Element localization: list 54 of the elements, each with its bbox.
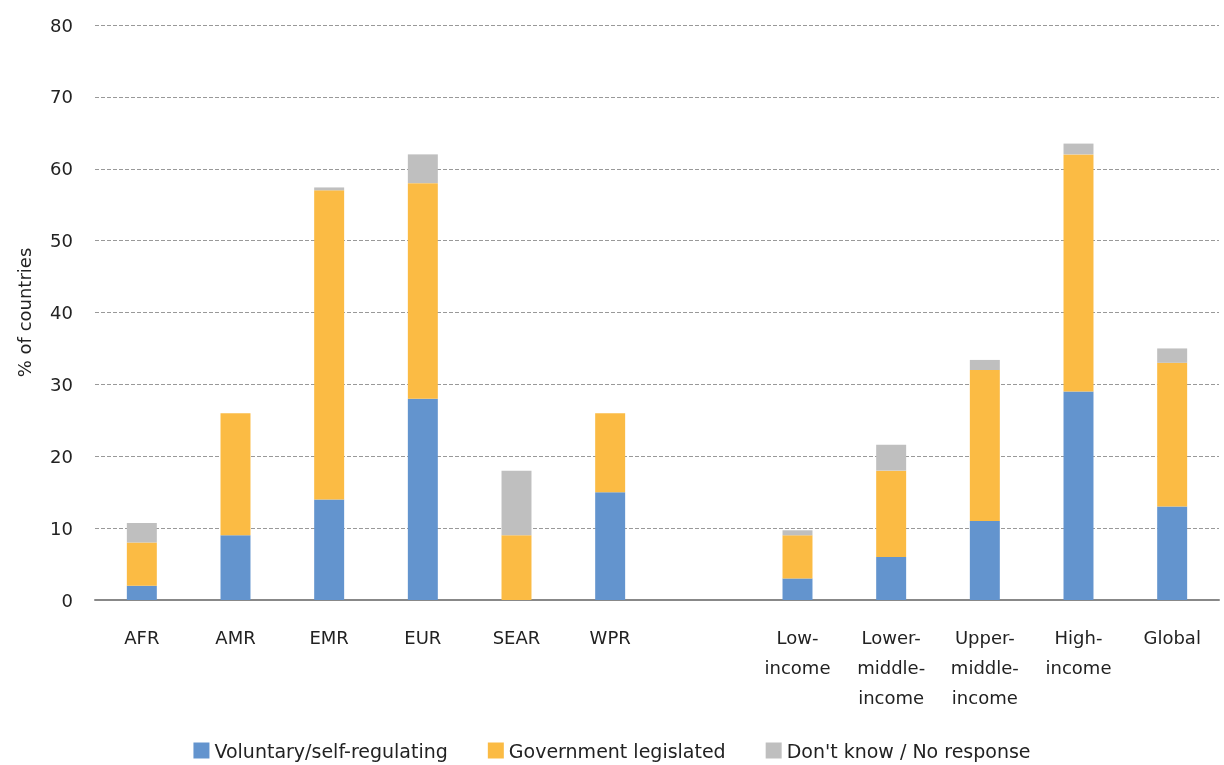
- x-tick-label: WPR: [589, 626, 631, 648]
- bar: [969, 520, 1000, 600]
- legend-label: Government legislated: [508, 739, 726, 762]
- y-tick-label: 20: [50, 445, 73, 467]
- x-tick-label: Low-income: [764, 626, 831, 678]
- bar: [1157, 506, 1188, 600]
- legend-label: Don't know / No response: [786, 739, 1031, 762]
- bar: [407, 183, 438, 399]
- bar: [1157, 362, 1188, 507]
- bar: [314, 187, 345, 191]
- bar: [126, 585, 157, 600]
- bar: [876, 470, 907, 557]
- bar: [126, 542, 157, 586]
- bar: [501, 470, 532, 536]
- bar: [220, 413, 251, 536]
- x-tick-label: EUR: [404, 626, 442, 648]
- x-tick-label: Global: [1143, 626, 1201, 648]
- y-tick-label: 30: [50, 373, 73, 395]
- bar: [969, 370, 1000, 521]
- bar: [407, 154, 438, 184]
- y-tick-label: 50: [50, 230, 73, 252]
- bar: [876, 444, 907, 471]
- bar: [782, 578, 813, 600]
- x-tick-label: Lower-middle-income: [857, 626, 926, 708]
- y-tick-label: 40: [50, 302, 73, 323]
- x-tick-label: High-income: [1045, 626, 1112, 678]
- y-tick-label: 80: [50, 14, 73, 36]
- y-tick-label: 60: [50, 158, 73, 180]
- bar: [501, 535, 532, 600]
- bar: [595, 413, 626, 493]
- bar: [407, 398, 438, 600]
- bar: [782, 535, 813, 579]
- x-tick-label: Upper-middle-income: [950, 626, 1019, 708]
- x-tick-label: AFR: [124, 626, 160, 648]
- bar: [1063, 391, 1094, 600]
- y-tick-label: 70: [50, 86, 73, 108]
- bar: [1063, 154, 1094, 392]
- bar: [126, 523, 157, 543]
- x-tick-label: AMR: [215, 626, 256, 648]
- bar: [782, 530, 813, 536]
- bar: [876, 556, 907, 600]
- y-tick-label: 0: [61, 589, 73, 611]
- x-tick-label: SEAR: [492, 626, 541, 648]
- bar: [1157, 348, 1188, 363]
- bar: [314, 499, 345, 600]
- y-tick-label: 10: [50, 517, 73, 539]
- bar: [595, 492, 626, 600]
- bar: [220, 535, 251, 600]
- bar: [314, 190, 345, 500]
- legend-label: Voluntary/self-regulating: [214, 739, 448, 762]
- x-tick-label: EMR: [309, 626, 349, 648]
- bar: [969, 359, 1000, 370]
- bar: [1063, 143, 1094, 155]
- y-axis-title: % of countries: [13, 247, 35, 378]
